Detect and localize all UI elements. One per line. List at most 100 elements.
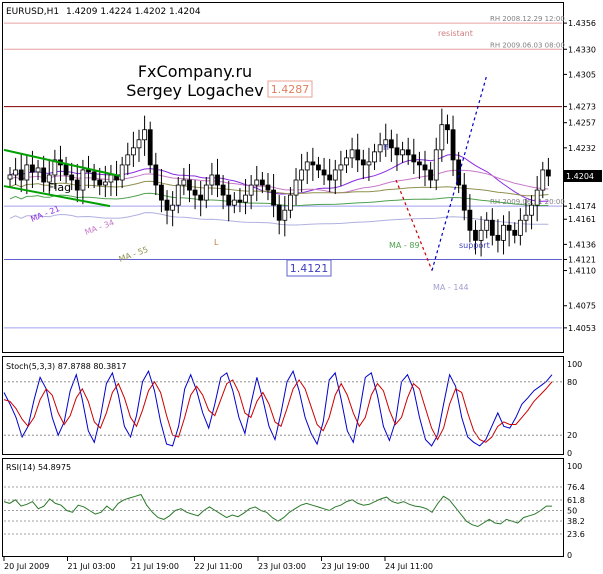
- stoch-title: Stoch(5,3,3) 87.8788 80.3817: [6, 362, 126, 371]
- candle-body: [439, 124, 445, 151]
- main-pane-frame: [2, 2, 564, 353]
- axes: 1.4356 1.4330 1.4305 1.4273 1.4257 1.4232 1.42…: [3, 19, 602, 571]
- resistant-label: resistant: [438, 29, 473, 38]
- candle-body: [355, 149, 361, 161]
- candle-body: [310, 161, 316, 166]
- horizontal-levels: RH 2008.12.29 12:00 RH 2009.06.03 08:00 RH…: [4, 15, 565, 329]
- candle-body: [243, 194, 248, 203]
- high-label: H: [383, 143, 389, 152]
- flag-channel-upper: [3, 148, 121, 177]
- rsi-tick-label: 61.8: [567, 496, 585, 505]
- candle-body: [400, 149, 405, 156]
- candle-body: [316, 164, 321, 171]
- annotations: [3, 74, 488, 271]
- box-low-label: 1.4121: [290, 262, 329, 275]
- candle-body: [136, 139, 142, 149]
- candle-body: [523, 214, 529, 221]
- price-tick-label: 1.4273: [568, 103, 596, 112]
- candle-body: [433, 149, 439, 181]
- candle-body: [130, 147, 136, 156]
- candle-body: [63, 164, 69, 176]
- candle-body: [175, 184, 181, 206]
- candle-body: [282, 209, 288, 221]
- support-label: support: [459, 241, 490, 250]
- rsi-tick-label: 23.6: [567, 530, 585, 539]
- box-high-label: 1.4287: [271, 83, 310, 96]
- candle-body: [159, 184, 164, 201]
- stoch-tick-label: 80: [567, 378, 577, 387]
- candle-body: [422, 164, 428, 171]
- candle-body: [366, 161, 372, 166]
- stoch-tick-label: 0: [567, 449, 572, 458]
- flag-label: Flag: [48, 181, 71, 194]
- candle-body: [461, 184, 467, 211]
- price-tick-label: 1.4232: [568, 144, 596, 153]
- candle-body: [18, 169, 24, 181]
- time-tick-label: 20 Jul 2009: [4, 562, 49, 571]
- time-tick-label: 21 Jul 03:00: [68, 562, 116, 571]
- candle-body: [69, 174, 75, 181]
- forecast-down-line: [395, 179, 433, 271]
- candle-body: [445, 124, 450, 131]
- candle-body: [360, 159, 366, 166]
- level-label: RH 2009.06.03 08:00: [490, 41, 565, 49]
- candle-body: [327, 174, 333, 181]
- candle-body: [41, 167, 47, 183]
- rsi-tick-label: 100: [567, 462, 582, 471]
- price-tick-label: 1.4356: [568, 19, 596, 28]
- candle-body: [478, 229, 484, 241]
- price-tick-label: 1.4121: [568, 255, 596, 264]
- candle-body: [304, 161, 310, 171]
- candle-body: [220, 184, 226, 196]
- candle-body: [102, 181, 108, 186]
- price-tick-label: 1.4053: [568, 324, 596, 333]
- level-label: RH 2009.06.11 20:00: [490, 198, 565, 206]
- candle-body: [80, 169, 86, 191]
- candle-body: [377, 144, 383, 153]
- candle-body: [293, 179, 299, 196]
- candle-body: [484, 219, 490, 231]
- candle-body: [405, 149, 411, 156]
- time-tick-label: 22 Jul 11:00: [195, 562, 243, 571]
- candle-body: [237, 199, 243, 203]
- candle-body: [344, 157, 349, 166]
- rsi-tick-label: 50: [567, 507, 577, 516]
- candle-body: [489, 219, 495, 236]
- candle-body: [125, 154, 131, 166]
- low-label: L: [214, 238, 219, 247]
- candle-body: [231, 199, 237, 206]
- candle-body: [142, 129, 147, 141]
- candle-body: [153, 164, 159, 186]
- candle-body: [30, 164, 35, 173]
- time-tick-label: 23 Jul 19:00: [322, 562, 370, 571]
- candle-body: [383, 139, 389, 146]
- box-high-frame: [267, 80, 313, 98]
- candle-body: [495, 234, 501, 241]
- rsi-tick-label: 38.2: [567, 517, 585, 526]
- candle-body: [259, 179, 265, 186]
- flag-channel-lower: [3, 185, 111, 208]
- candle-body: [276, 204, 282, 221]
- candle-body: [13, 169, 19, 176]
- candle-body: [187, 179, 192, 191]
- price-tick-label: 1.4110: [568, 267, 596, 276]
- candle-body: [215, 174, 220, 186]
- candle-body: [254, 179, 260, 186]
- candle-body: [456, 159, 462, 186]
- time-tick-label: 24 Jul 11:00: [385, 562, 433, 571]
- watermark-line2: Sergey Logachev: [126, 81, 263, 100]
- stoch-series-0: [3, 369, 553, 447]
- price-tick-label: 1.4136: [568, 240, 596, 249]
- rsi-tick-label: 0: [567, 551, 572, 560]
- price-tick-label: 1.4305: [568, 70, 596, 79]
- watermark-line1: FxCompany.ru: [138, 62, 252, 81]
- candle-body: [411, 154, 417, 163]
- candle-body: [501, 224, 506, 241]
- candle-body: [181, 179, 187, 186]
- candle-body: [265, 184, 271, 191]
- candle-body: [35, 167, 41, 173]
- stoch-series-1: [3, 379, 553, 443]
- candle-body: [417, 161, 422, 166]
- candle-body: [86, 169, 91, 173]
